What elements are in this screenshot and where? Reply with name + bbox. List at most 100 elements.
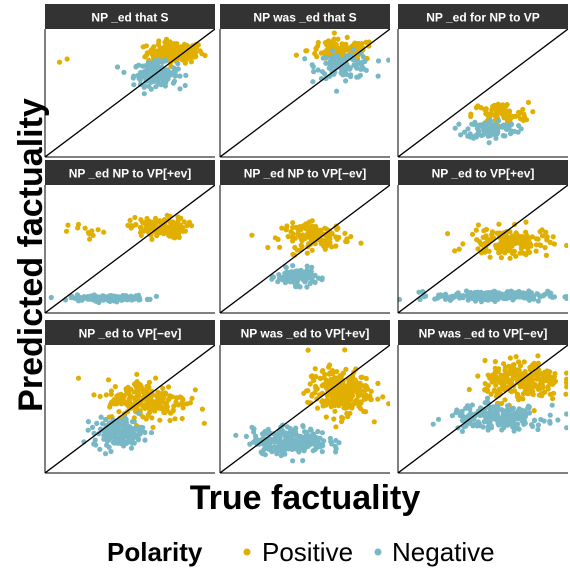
positive-point	[445, 231, 451, 237]
negative-point	[483, 413, 489, 419]
positive-point	[346, 382, 352, 389]
negative-point	[158, 82, 164, 88]
negative-point	[478, 299, 485, 305]
positive-point	[153, 375, 159, 381]
positive-point	[518, 363, 524, 369]
positive-point	[336, 234, 342, 241]
negative-point	[501, 133, 507, 139]
positive-point	[312, 50, 318, 57]
negative-point	[510, 405, 516, 411]
positive-point	[334, 392, 340, 398]
negative-point	[542, 292, 548, 298]
positive-point	[329, 244, 335, 250]
negative-point	[183, 72, 189, 78]
positive-point	[509, 233, 515, 239]
panel-title: NP _ed NP to VP[−ev]	[244, 167, 367, 181]
positive-point	[167, 417, 173, 424]
positive-point	[167, 219, 173, 226]
negative-point	[142, 437, 148, 443]
negative-point	[89, 424, 96, 430]
negative-point	[319, 449, 325, 455]
negative-point	[504, 422, 511, 428]
positive-point	[521, 236, 527, 242]
positive-point	[309, 247, 315, 253]
positive-point	[513, 230, 519, 236]
negative-point	[68, 294, 74, 301]
positive-point	[489, 107, 495, 113]
positive-point	[502, 250, 508, 256]
negative-point	[564, 425, 568, 431]
positive-point	[306, 231, 312, 237]
negative-point	[141, 91, 147, 97]
negative-point	[463, 288, 470, 294]
positive-point	[142, 54, 148, 60]
negative-point	[322, 71, 328, 77]
negative-point	[144, 296, 150, 303]
negative-point	[489, 131, 495, 137]
positive-point	[175, 230, 182, 236]
positive-point	[134, 371, 140, 377]
legend-negative-swatch	[374, 548, 382, 556]
negative-point	[465, 126, 471, 132]
positive-point	[97, 393, 103, 399]
negative-point	[155, 59, 161, 65]
positive-point	[452, 248, 458, 254]
positive-point	[132, 214, 138, 221]
negative-point	[564, 411, 568, 417]
positive-point	[107, 401, 114, 408]
positive-point	[543, 229, 549, 235]
positive-point	[333, 243, 339, 249]
negative-point	[262, 452, 268, 458]
negative-point	[123, 423, 129, 429]
positive-point	[500, 112, 506, 118]
negative-point	[375, 73, 381, 79]
negative-point	[296, 275, 302, 281]
plot-area	[220, 185, 390, 313]
negative-point	[541, 418, 547, 424]
negative-point	[105, 296, 111, 303]
positive-point	[285, 233, 291, 240]
positive-point	[480, 234, 486, 240]
positive-point	[334, 369, 340, 375]
negative-point	[494, 131, 500, 137]
positive-point	[153, 48, 159, 54]
positive-point	[152, 215, 159, 221]
positive-point	[482, 387, 488, 393]
negative-point	[276, 441, 282, 447]
negative-point	[121, 443, 127, 449]
positive-point	[535, 360, 542, 366]
positive-point	[359, 374, 365, 380]
positive-point	[177, 394, 183, 400]
negative-point	[465, 133, 471, 139]
positive-point	[549, 377, 555, 383]
positive-point	[323, 239, 329, 245]
positive-point	[292, 235, 298, 241]
positive-point	[526, 242, 532, 248]
negative-point	[163, 74, 169, 80]
positive-point	[348, 234, 354, 240]
negative-point	[354, 58, 360, 64]
negative-point	[535, 422, 542, 428]
reference-line	[398, 345, 568, 473]
positive-point	[332, 375, 338, 382]
positive-point	[323, 414, 329, 420]
positive-point	[265, 244, 271, 251]
negative-point	[469, 402, 475, 408]
positive-point	[342, 230, 348, 236]
negative-point	[283, 264, 289, 270]
negative-point	[358, 60, 364, 66]
negative-point	[127, 427, 133, 433]
negative-point	[74, 292, 81, 298]
negative-point	[496, 290, 502, 296]
negative-point	[436, 292, 442, 298]
positive-point	[501, 237, 507, 243]
negative-point	[296, 442, 302, 448]
negative-point	[92, 437, 98, 443]
positive-point	[523, 372, 529, 378]
positive-point	[564, 242, 568, 249]
positive-point	[181, 219, 187, 225]
positive-point	[521, 111, 527, 117]
positive-point	[173, 399, 179, 405]
panel-title: NP was _ed to VP[−ev]	[419, 327, 548, 341]
positive-point	[507, 255, 513, 261]
